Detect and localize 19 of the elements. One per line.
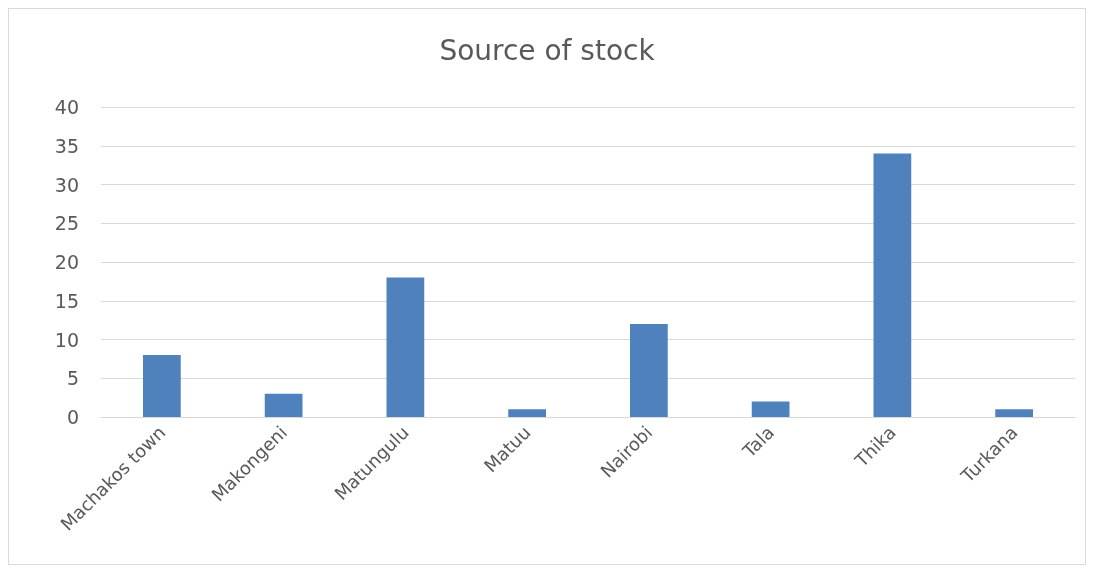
y-tick-label: 0 (66, 406, 79, 428)
chart-title: Source of stock (439, 33, 656, 67)
bar (143, 355, 181, 417)
bar (873, 153, 912, 417)
x-tick-label: Tala (737, 421, 779, 462)
bar (386, 277, 425, 417)
y-tick-label: 40 (54, 96, 79, 118)
bar (751, 401, 790, 417)
bar (630, 324, 668, 417)
y-tick-label: 35 (54, 134, 79, 157)
bar (995, 409, 1033, 417)
y-tick-label: 15 (54, 289, 79, 312)
y-tick-label: 5 (66, 367, 79, 390)
bar (264, 393, 303, 417)
y-tick-label: 20 (54, 251, 79, 273)
bar (508, 409, 546, 417)
y-tick-label: 30 (54, 173, 79, 196)
y-tick-label: 25 (54, 212, 79, 235)
y-tick-label: 10 (54, 328, 79, 351)
